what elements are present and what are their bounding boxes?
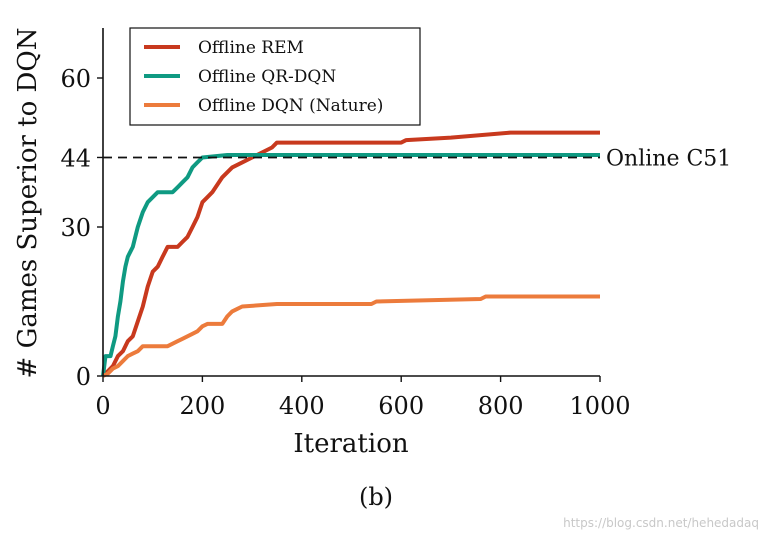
y-tick-label: 0 [76, 363, 91, 391]
series-line-offline-qr-dqn [101, 153, 600, 377]
legend: Offline REM Offline QR-DQN Offline DQN (… [129, 27, 421, 126]
series-line-offline-dqn-nature [102, 294, 600, 378]
figure-caption: (b) [359, 483, 393, 511]
watermark: https://blog.csdn.net/hehedadaq [563, 516, 759, 530]
y-axis-title: # Games Superior to DQN [13, 28, 43, 379]
legend-label-dqn-nature: Offline DQN (Nature) [198, 96, 383, 116]
x-tick-label: 800 [478, 392, 524, 420]
series-line-offline-rem [101, 130, 600, 378]
x-tick-label: 0 [95, 392, 110, 420]
series-layer [101, 130, 600, 378]
x-axis-title: Iteration [293, 429, 408, 459]
online-c51-label: Online C51 [606, 146, 731, 171]
x-tick-label: 1000 [569, 392, 630, 420]
x-tick-label: 400 [279, 392, 325, 420]
y-tick-label: 60 [60, 65, 91, 93]
legend-label-rem: Offline REM [198, 38, 304, 58]
y-tick-label: 30 [60, 214, 91, 242]
legend-label-qr-dqn: Offline QR-DQN [198, 67, 336, 87]
x-tick-label: 600 [378, 392, 424, 420]
ticks-layer: 0 200 400 600 800 1000 0 30 44 60 [60, 65, 630, 420]
y-tick-label: 44 [60, 144, 91, 172]
x-tick-label: 200 [179, 392, 225, 420]
axes-layer [102, 28, 600, 377]
